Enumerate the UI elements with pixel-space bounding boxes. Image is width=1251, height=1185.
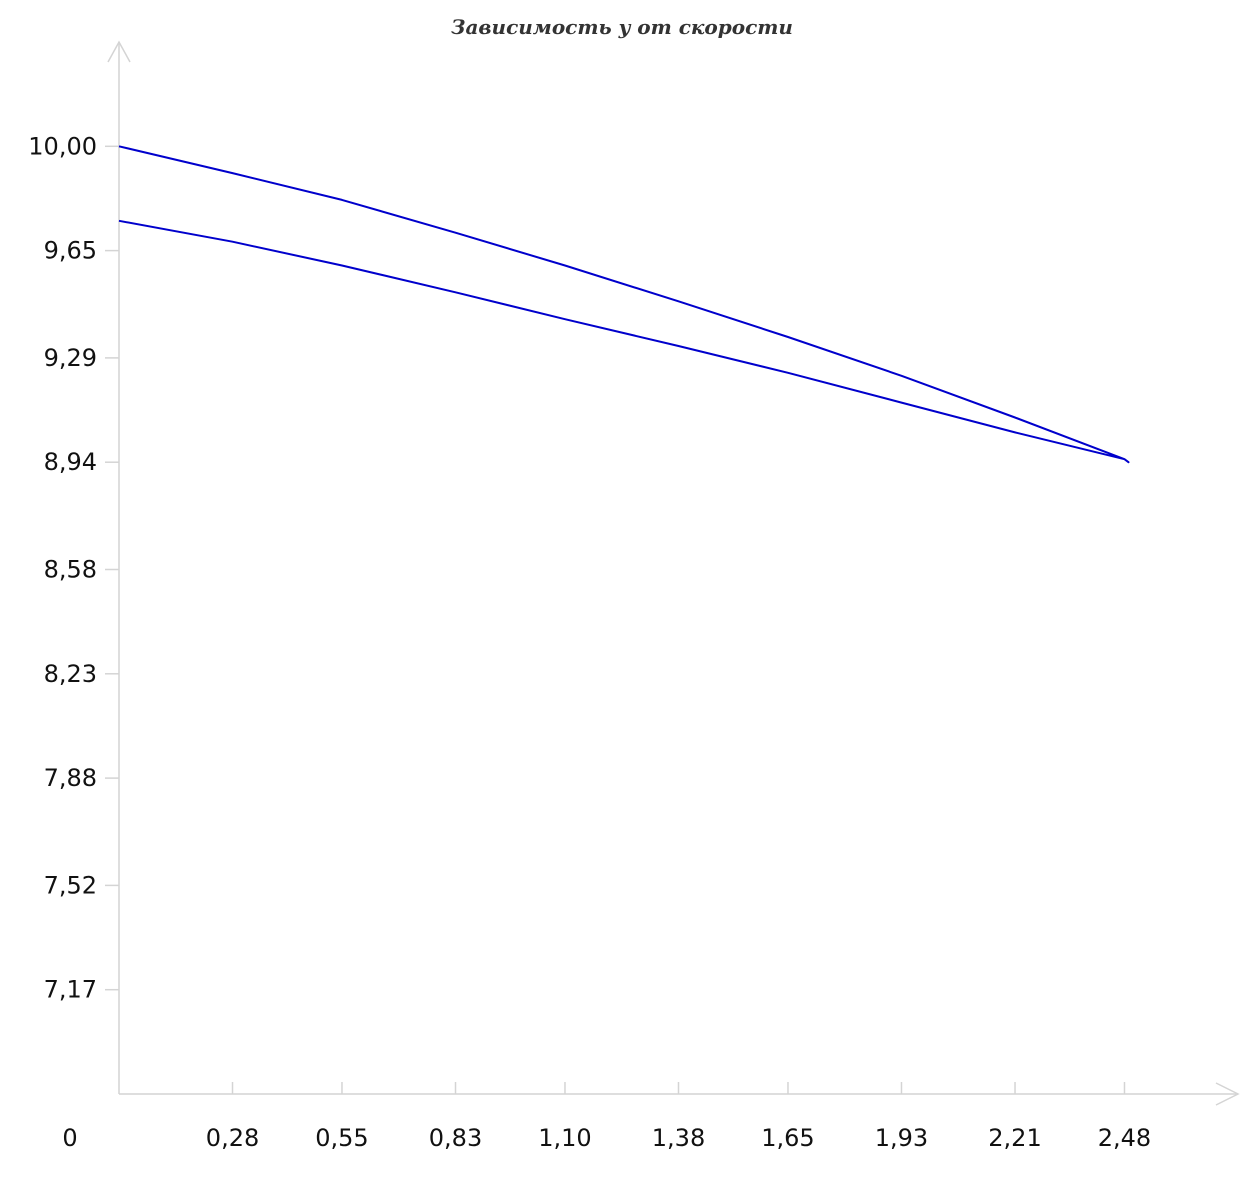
x-tick-label: 0,83 (429, 1124, 482, 1152)
y-axis (107, 40, 131, 1094)
x-tick-label: 2,48 (1098, 1124, 1151, 1152)
x-ticks: 0,28 0,55 0,83 1,10 1,38 1,65 1,93 2,21 2,48 (206, 1082, 1151, 1152)
x-tick-label: 1,65 (761, 1124, 814, 1152)
y-tick-label: 8,23 (44, 660, 97, 688)
x-tick-label: 2,21 (988, 1124, 1041, 1152)
y-tick-label: 7,52 (44, 871, 97, 899)
y-tick-label: 7,17 (44, 976, 97, 1004)
y-ticks: 10,00 9,65 9,29 8,94 8,58 8,23 7,88 7,52 7,17 (28, 132, 119, 1004)
x-tick-label: 1,10 (538, 1124, 591, 1152)
origin-label: 0 (62, 1124, 77, 1152)
y-tick-label: 7,88 (44, 764, 97, 792)
y-tick-label: 8,94 (44, 448, 97, 476)
y-tick-label: 9,29 (44, 344, 97, 372)
x-tick-label: 0,28 (206, 1124, 259, 1152)
x-tick-label: 0,55 (315, 1124, 368, 1152)
series-group (118, 145, 1130, 464)
x-tick-label: 1,38 (652, 1124, 705, 1152)
x-axis-arrow (1215, 1082, 1240, 1106)
chart-title: Зависимость y от скорости (451, 15, 793, 39)
y-tick-label: 8,58 (44, 555, 97, 583)
y-axis-arrow (107, 40, 131, 63)
x-tick-label: 1,93 (875, 1124, 928, 1152)
y-tick-label: 10,00 (28, 132, 97, 160)
y-tick-label: 9,65 (44, 237, 97, 265)
series-line (118, 145, 1130, 464)
